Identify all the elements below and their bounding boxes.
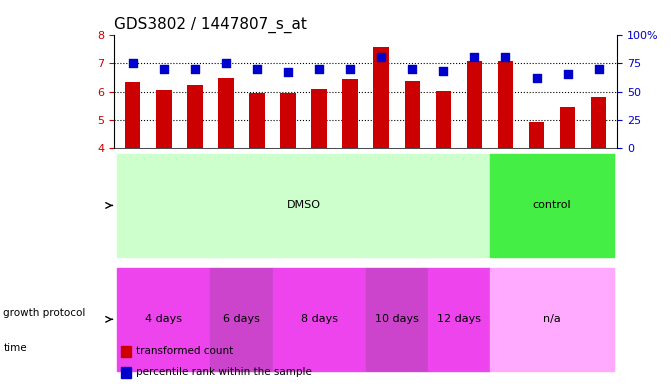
Bar [156, 90, 172, 149]
Bar [529, 122, 544, 149]
Point [562, 71, 573, 78]
Point [500, 54, 511, 60]
Text: transformed count: transformed count [136, 346, 233, 356]
Text: DMSO: DMSO [287, 200, 321, 210]
Point [376, 54, 386, 60]
Point [314, 66, 325, 72]
Point [189, 66, 200, 72]
Point [282, 69, 293, 75]
Bar [125, 83, 140, 149]
Bar [490, 268, 614, 371]
Point [438, 68, 449, 74]
Bar [466, 61, 482, 149]
Text: 6 days: 6 days [223, 314, 260, 324]
Point [252, 66, 262, 72]
Text: time: time [3, 343, 27, 353]
Text: 4 days: 4 days [146, 314, 183, 324]
Bar [498, 61, 513, 149]
Bar [405, 81, 420, 149]
Bar [211, 268, 272, 371]
Point [345, 66, 356, 72]
Bar [117, 268, 211, 371]
Point [531, 75, 542, 81]
Bar [280, 93, 296, 149]
Bar [272, 268, 366, 371]
Bar [187, 85, 203, 149]
Text: GDS3802 / 1447807_s_at: GDS3802 / 1447807_s_at [114, 17, 307, 33]
Point [407, 66, 417, 72]
Bar [311, 89, 327, 149]
Bar [560, 107, 576, 149]
Bar [249, 93, 265, 149]
Text: 10 days: 10 days [375, 314, 419, 324]
Bar [366, 268, 428, 371]
Point [469, 54, 480, 60]
Bar [342, 79, 358, 149]
Point [127, 60, 138, 66]
Text: 8 days: 8 days [301, 314, 338, 324]
Bar [435, 91, 451, 149]
Text: percentile rank within the sample: percentile rank within the sample [136, 367, 311, 377]
Point [158, 66, 169, 72]
Bar [591, 97, 607, 149]
Bar [428, 268, 490, 371]
Bar [490, 154, 614, 257]
Text: n/a: n/a [544, 314, 561, 324]
Bar [117, 154, 490, 257]
Text: control: control [533, 200, 572, 210]
Text: growth protocol: growth protocol [3, 308, 86, 318]
Point [221, 60, 231, 66]
Point [593, 66, 604, 72]
Bar [218, 78, 234, 149]
Bar [374, 47, 389, 149]
Text: 12 days: 12 days [437, 314, 481, 324]
